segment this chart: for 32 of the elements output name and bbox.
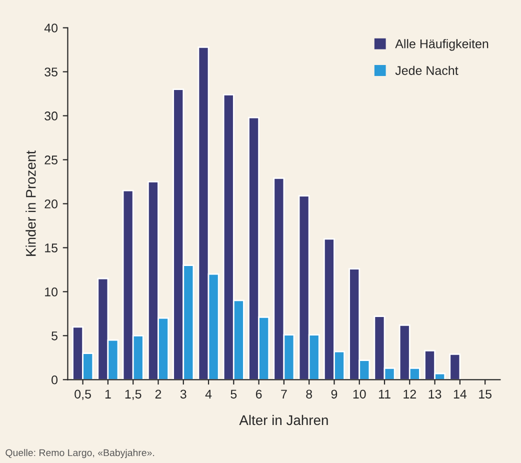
- x-tick-label: 4: [205, 390, 212, 398]
- y-tick-label: 5: [52, 332, 58, 340]
- x-tick-label: 8: [306, 390, 312, 399]
- y-tick-label: 25: [44, 156, 58, 164]
- x-tick-label: 9: [331, 390, 338, 399]
- y-tick-label: 10: [45, 287, 58, 296]
- x-tick-label: 12: [404, 390, 416, 398]
- x-axis-title: Alter in Jahren: [239, 414, 328, 426]
- x-tick-label: 11: [378, 390, 390, 398]
- x-tick-label: 1,5: [125, 390, 142, 400]
- y-tick-label: 40: [44, 24, 58, 32]
- x-tick-label: 5: [230, 390, 237, 399]
- x-tick-label: 14: [454, 390, 467, 398]
- y-tick-label: 0: [52, 375, 58, 384]
- x-tick-label: 6: [256, 390, 262, 399]
- legend-label: Alle Häufigkeiten: [395, 39, 488, 51]
- y-tick-label: 35: [44, 68, 58, 76]
- y-tick-label: 15: [45, 244, 58, 252]
- x-tick-label: 1: [105, 390, 111, 398]
- x-tick-label: 3: [180, 390, 186, 399]
- y-tick-label: 20: [44, 200, 58, 208]
- source-note: Quelle: Remo Largo, «Babyjahre».: [6, 449, 154, 458]
- x-tick-label: 15: [479, 390, 492, 399]
- y-axis-title: Kinder in Prozent: [26, 150, 36, 256]
- x-tick-label: 7: [281, 390, 287, 398]
- x-tick-label: 10: [353, 390, 366, 399]
- bar: [449, 353, 461, 380]
- y-tick-label: 30: [44, 112, 58, 120]
- x-tick-label: 13: [428, 390, 442, 399]
- legend-label: Jede Nacht: [395, 66, 458, 75]
- x-tick-label: 2: [155, 390, 162, 398]
- x-tick-label: 0,5: [74, 390, 91, 400]
